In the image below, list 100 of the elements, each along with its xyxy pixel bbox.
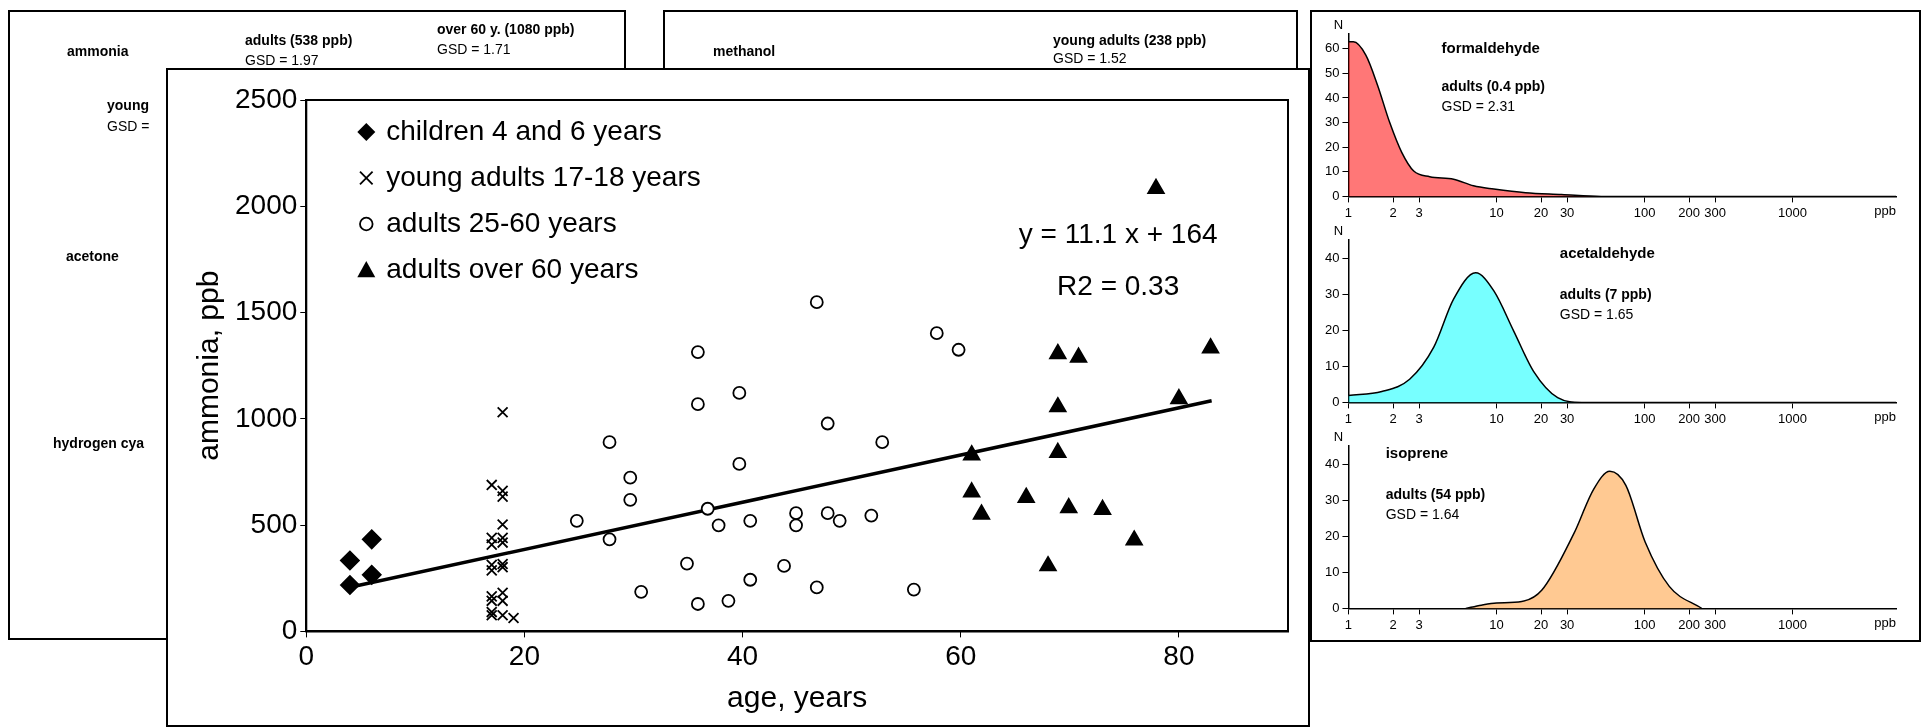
point [1049,442,1067,459]
point [789,518,803,533]
text: young adults (238 ppb) [1053,32,1207,48]
point [623,492,638,507]
x-tick-label: 10 [1489,616,1504,632]
x-tick-label: 20 [508,639,541,671]
x-tick-label: 30 [1559,204,1575,220]
x-axis-title: age, years [727,680,868,714]
point [1069,347,1088,363]
x-tick-label: 3 [1415,616,1423,632]
text: young [107,97,149,113]
point [820,506,835,521]
point [906,582,921,597]
x-tick-label: 1000 [1778,410,1807,426]
point [1201,338,1220,354]
point [496,406,509,419]
x-tick-label: 2 [1389,410,1397,426]
point [777,559,791,573]
x-tick-label: 100 [1633,616,1656,632]
x-tick-label: 200 [1678,616,1700,632]
point [700,501,715,516]
annotation: GSD = 2.31 [1441,98,1516,115]
x-tick-label: 1 [1344,204,1353,220]
y-tick-label: 60 [1324,40,1340,56]
y-tick-label: 40 [1324,455,1340,471]
y-axis-title: ammonia, ppb [191,270,225,461]
x-tick-label: 3 [1415,204,1423,220]
y-axis-title: N [1333,17,1344,33]
y-axis-title: N [1333,429,1344,445]
point [732,386,747,400]
point [485,590,498,603]
point [485,559,498,571]
x-tick-label: 100 [1633,204,1656,220]
y-tick-label: 30 [1324,114,1340,130]
y-tick-label: 2500 [234,82,298,114]
y-tick-label: 10 [1324,163,1340,179]
point [602,435,617,450]
point [962,445,981,461]
annotation: y = 11.1 x + 164 [1018,218,1218,250]
point [340,575,360,595]
legend-label: adults 25-60 years [386,206,617,238]
x-tick-label: 1 [1344,410,1353,426]
point [875,435,890,450]
point [340,550,360,571]
y-tick-label: 30 [1324,285,1340,301]
point [972,504,991,520]
x-tick-label: 300 [1704,410,1726,426]
annotation: adults (7 ppb) [1559,286,1652,303]
point [680,556,694,571]
point [962,482,981,498]
y-tick-label: 0 [1332,393,1340,409]
x-tick-label: 300 [1704,204,1726,220]
annotation: GSD = 1.64 [1385,505,1460,522]
text: GSD = 1.52 [1053,50,1127,66]
chart-title: isoprene [1385,444,1449,462]
annotation: GSD = 1.65 [1559,306,1634,323]
x-tick-label: 100 [1633,410,1656,426]
x-axis-title: ppb [1874,203,1896,219]
x-tick-label: 200 [1678,410,1700,426]
x-tick-label: 20 [1533,204,1549,220]
x-tick-label: 40 [727,639,759,671]
text: acetone [66,248,119,264]
point [496,558,509,570]
point [690,597,705,611]
point [732,457,747,471]
annotation: adults (54 ppb) [1385,485,1486,502]
point [690,397,705,412]
point [1039,556,1057,572]
y-tick-label: 500 [250,507,298,539]
point [721,593,736,608]
y-tick-label: 10 [1324,357,1340,373]
y-tick-label: 40 [1324,89,1340,105]
x-tick-label: 300 [1704,616,1726,632]
legend-label: young adults 17-18 years [386,160,701,192]
point [743,513,758,528]
point [485,564,498,577]
y-tick-label: 0 [1332,187,1340,203]
x-tick-label: 200 [1678,204,1700,220]
text: adults (538 ppb) [245,32,353,48]
text: GSD = 1.71 [437,41,511,57]
x-tick-label: 1000 [1778,204,1807,220]
point [789,506,803,521]
text: hydrogen cya [53,435,145,451]
y-tick-label: 30 [1324,491,1340,507]
y-tick-label: 10 [1324,563,1340,579]
point [602,532,617,547]
x-tick-label: 3 [1415,410,1423,426]
point [690,345,705,359]
point [711,518,726,533]
point [623,470,638,485]
point [569,513,584,528]
x-tick-label: 30 [1559,616,1575,632]
point [496,536,509,549]
point [743,572,758,587]
point [507,612,520,624]
chart-title: acetaldehyde [1559,244,1655,262]
point [361,529,382,550]
point [496,609,509,622]
x-tick-label: 10 [1489,410,1504,426]
text: GSD = [107,118,150,134]
